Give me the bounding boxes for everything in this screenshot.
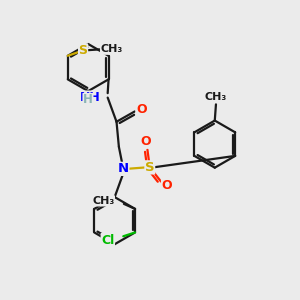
Text: S: S [145, 161, 154, 174]
Text: S: S [79, 44, 88, 57]
Text: N: N [118, 162, 129, 175]
Text: Cl: Cl [101, 234, 115, 247]
Text: O: O [136, 103, 147, 116]
Text: NH: NH [80, 91, 101, 104]
Text: O: O [141, 135, 151, 148]
Text: CH₃: CH₃ [100, 44, 123, 54]
Text: O: O [162, 178, 172, 191]
Text: H: H [83, 93, 93, 106]
Text: CH₃: CH₃ [205, 92, 227, 102]
Text: CH₃: CH₃ [92, 196, 115, 206]
